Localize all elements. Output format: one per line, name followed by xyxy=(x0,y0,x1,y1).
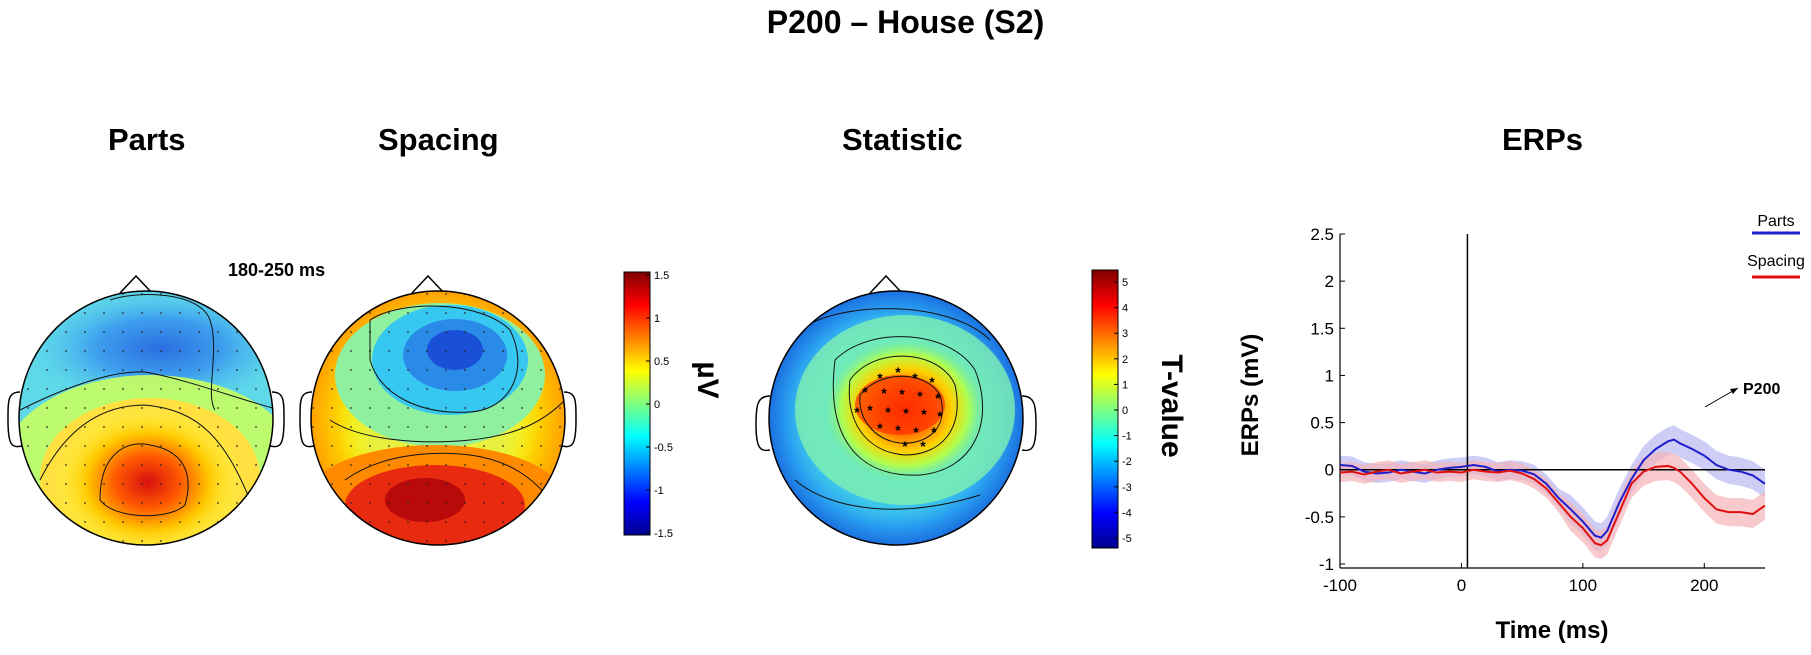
time-window-label: 180-250 ms xyxy=(228,260,326,280)
significance-star: * xyxy=(912,370,918,386)
parts-nose xyxy=(119,274,153,294)
spacing-ear-right xyxy=(561,391,577,448)
y-tick-label: 0 xyxy=(1325,461,1334,480)
significance-star: * xyxy=(877,420,883,436)
tvalue-colorbar-tick-label: -2 xyxy=(1122,456,1132,468)
parts-topomap xyxy=(7,274,285,546)
erp-axes: 2.5 2 1.5 1 0.5 0 -0.5 -1 -100 0 100 200 xyxy=(1305,225,1765,595)
significance-star: * xyxy=(902,438,908,454)
y-tick-label: 2.5 xyxy=(1310,225,1334,244)
spacing-ear-left xyxy=(299,391,315,448)
y-tick-label: 1 xyxy=(1325,366,1334,385)
y-tick-label: 2 xyxy=(1325,272,1334,291)
tvalue-colorbar-tick-label: 3 xyxy=(1122,328,1128,340)
x-axis-label: Time (ms) xyxy=(1496,617,1609,644)
parts-title: Parts xyxy=(108,122,186,157)
figure-title: P200 – House (S2) xyxy=(766,4,1045,40)
tvalue-colorbar-tick-label: -4 xyxy=(1122,507,1132,519)
x-tick-label: 200 xyxy=(1690,576,1718,595)
significance-star: * xyxy=(895,364,901,380)
statistic-title: Statistic xyxy=(842,122,963,157)
significance-star: * xyxy=(929,374,935,390)
significance-star: * xyxy=(899,386,905,402)
parts-ear-left xyxy=(7,391,23,448)
y-tick-label: 1.5 xyxy=(1310,319,1334,338)
statistic-ear-left xyxy=(755,395,771,452)
legend-spacing-label: Spacing xyxy=(1747,253,1805,270)
parts-ear-right xyxy=(269,391,285,448)
significance-star: * xyxy=(867,402,873,418)
uv-colorbar-tick-label: 0 xyxy=(654,399,660,411)
uv-colorbar-tick-label: -1.5 xyxy=(654,528,673,540)
x-tick-label: 0 xyxy=(1457,576,1466,595)
uv-colorbar-label: µV xyxy=(691,361,724,398)
significance-star: * xyxy=(937,408,943,424)
erps-title: ERPs xyxy=(1502,122,1583,157)
y-tick-label: 0.5 xyxy=(1310,414,1334,433)
uv-colorbar-tick-label: 0.5 xyxy=(654,356,669,368)
spacing-title: Spacing xyxy=(378,122,499,157)
confidence-band-spacing xyxy=(1340,451,1765,560)
tvalue-colorbar-tick-label: 0 xyxy=(1122,405,1128,417)
series-line-spacing xyxy=(1339,464,1766,547)
uv-colorbar: 1.5 1 0.5 0 -0.5 -1 -1.5 µV xyxy=(623,270,724,540)
tvalue-colorbar-tick-label: 2 xyxy=(1122,354,1128,366)
significance-star: * xyxy=(854,404,860,420)
y-tick-label: -1 xyxy=(1319,555,1334,574)
legend-parts-label: Parts xyxy=(1757,213,1794,230)
x-tick-label: 100 xyxy=(1569,576,1597,595)
tvalue-colorbar-tick-label: -3 xyxy=(1122,482,1132,494)
significance-star: * xyxy=(935,390,941,406)
significance-star: * xyxy=(931,424,937,440)
significance-star: * xyxy=(917,388,923,404)
p200-arrowhead xyxy=(1730,388,1738,394)
spacing-nose xyxy=(411,274,445,294)
tvalue-colorbar-tick-label: 5 xyxy=(1122,277,1128,289)
p200-annotation: P200 xyxy=(1743,381,1780,398)
significance-star: * xyxy=(895,422,901,438)
significance-star: * xyxy=(885,404,891,420)
statistic-topomap: * * * ** * * * ** * * * ** * * ** ** xyxy=(755,274,1037,546)
significance-star: * xyxy=(903,405,909,421)
tvalue-colorbar-tick-label: -1 xyxy=(1122,431,1132,443)
significance-star: * xyxy=(913,424,919,440)
x-tick-label: -100 xyxy=(1323,576,1357,595)
tvalue-colorbar-tick-label: 4 xyxy=(1122,303,1128,315)
tvalue-colorbar-label: T-value xyxy=(1155,354,1188,457)
y-tick-label: -0.5 xyxy=(1305,508,1334,527)
significance-star: * xyxy=(862,384,868,400)
uv-colorbar-tick-label: -1 xyxy=(654,485,664,497)
erp-legend: Parts Spacing xyxy=(1747,213,1805,279)
uv-colorbar-tick-label: 1 xyxy=(654,313,660,325)
significance-star: * xyxy=(920,438,926,454)
significance-star: * xyxy=(921,406,927,422)
significance-star: * xyxy=(881,385,887,401)
significance-star: * xyxy=(877,370,883,386)
statistic-nose xyxy=(869,274,903,294)
uv-colorbar-tick-label: 1.5 xyxy=(654,270,669,282)
uv-colorbar-tick-label: -0.5 xyxy=(654,442,673,454)
statistic-ear-right xyxy=(1021,395,1037,452)
y-axis-label: ERPs (mV) xyxy=(1237,334,1264,457)
tvalue-colorbar-tick-label: 1 xyxy=(1122,379,1128,391)
tvalue-colorbar: 5 4 3 2 1 0 -1 -2 -3 -4 -5 T-value xyxy=(1091,269,1188,549)
spacing-topomap xyxy=(299,274,577,546)
tvalue-colorbar-tick-label: -5 xyxy=(1122,533,1132,545)
